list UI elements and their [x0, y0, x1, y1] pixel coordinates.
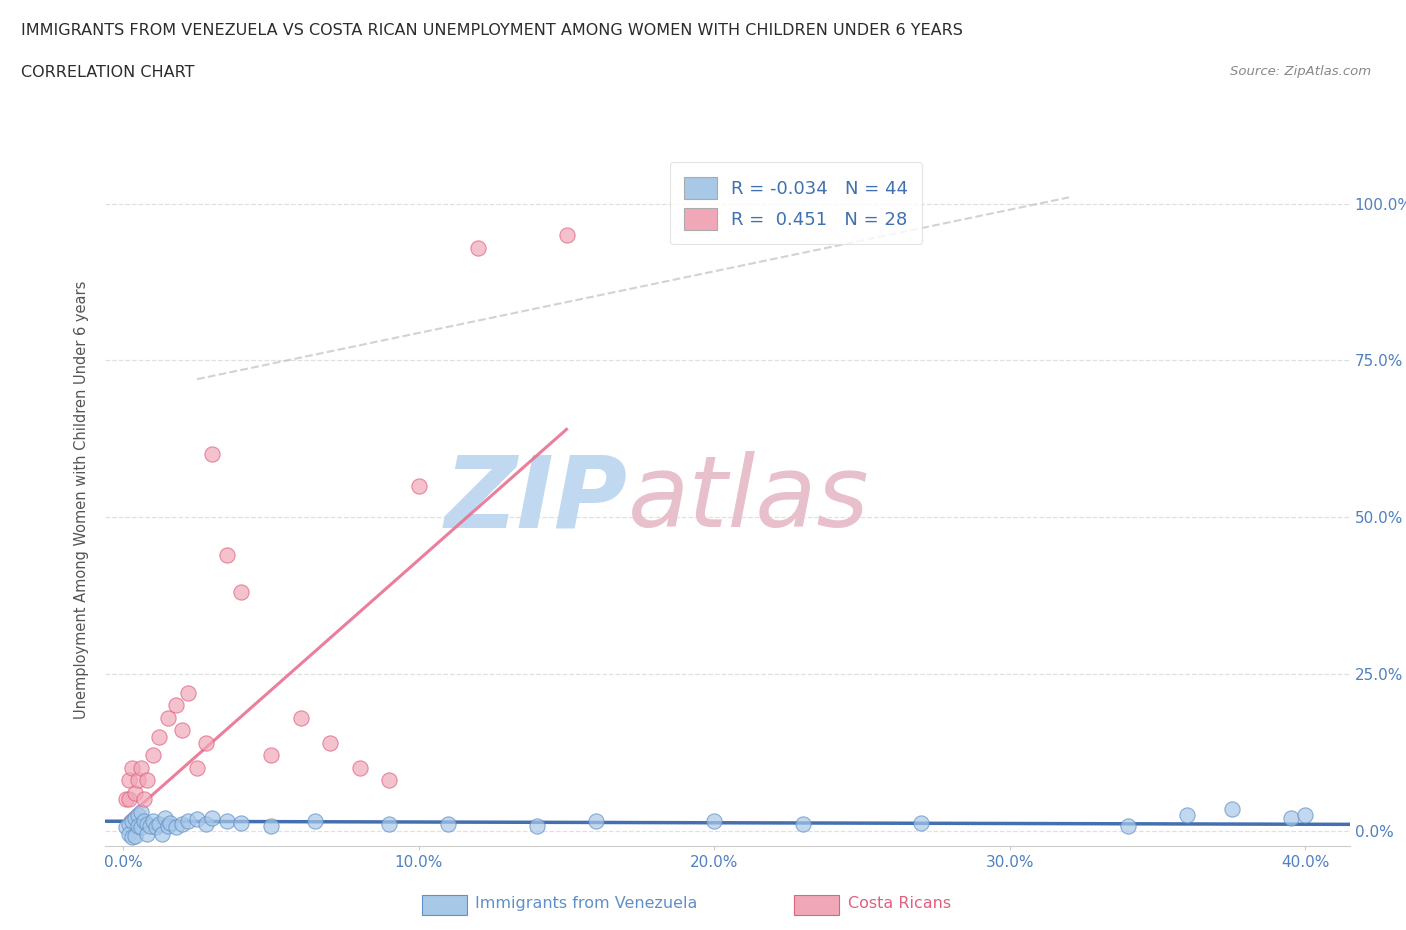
Point: [201, 811, 224, 826]
Point: [150, 827, 173, 842]
Point: [910, 816, 932, 830]
Point: [231, 816, 253, 830]
Text: Immigrants from Venezuela: Immigrants from Venezuela: [475, 897, 697, 911]
Point: [165, 820, 187, 835]
Point: [156, 818, 179, 833]
Point: [555, 228, 578, 243]
Text: Costa Ricans: Costa Ricans: [848, 897, 950, 911]
Point: [121, 761, 143, 776]
Point: [127, 818, 149, 833]
Point: [260, 818, 283, 833]
Point: [319, 736, 342, 751]
Point: [145, 820, 167, 835]
Point: [142, 814, 165, 829]
Point: [172, 817, 194, 831]
Point: [467, 240, 489, 255]
Point: [437, 817, 460, 831]
Point: [115, 791, 138, 806]
Point: [124, 811, 146, 826]
Point: [132, 814, 155, 829]
Point: [148, 729, 170, 744]
Point: [378, 773, 401, 788]
Point: [129, 804, 152, 819]
Point: [118, 791, 141, 806]
Point: [1294, 807, 1316, 822]
Text: CORRELATION CHART: CORRELATION CHART: [21, 65, 194, 80]
Y-axis label: Unemployment Among Women with Children Under 6 years: Unemployment Among Women with Children U…: [75, 281, 90, 719]
Point: [304, 814, 326, 829]
Point: [129, 820, 152, 835]
Point: [215, 547, 238, 562]
Point: [194, 817, 217, 831]
Point: [127, 807, 149, 822]
Point: [231, 585, 253, 600]
Point: [1175, 807, 1198, 822]
Point: [148, 817, 170, 831]
Point: [349, 761, 371, 776]
Text: ZIP: ZIP: [446, 451, 628, 549]
Point: [1279, 811, 1302, 826]
Point: [124, 829, 146, 844]
Point: [194, 736, 217, 751]
Point: [585, 814, 607, 829]
Point: [177, 814, 200, 829]
Point: [135, 817, 157, 831]
Point: [290, 711, 312, 725]
Point: [186, 761, 208, 776]
Point: [172, 723, 194, 737]
Point: [139, 818, 162, 833]
Point: [135, 773, 157, 788]
Point: [526, 818, 548, 833]
Point: [186, 812, 208, 827]
Point: [1116, 818, 1139, 833]
Point: [142, 748, 165, 763]
Point: [118, 827, 141, 842]
Point: [124, 786, 146, 801]
Point: [378, 817, 401, 831]
Point: [159, 816, 181, 830]
Point: [121, 830, 143, 844]
Point: [153, 811, 176, 826]
Point: [215, 814, 238, 829]
Point: [121, 814, 143, 829]
Point: [129, 761, 152, 776]
Point: [135, 827, 157, 842]
Text: IMMIGRANTS FROM VENEZUELA VS COSTA RICAN UNEMPLOYMENT AMONG WOMEN WITH CHILDREN : IMMIGRANTS FROM VENEZUELA VS COSTA RICAN…: [21, 23, 963, 38]
Point: [1220, 802, 1243, 817]
Point: [132, 791, 155, 806]
Text: atlas: atlas: [628, 451, 870, 549]
Point: [260, 748, 283, 763]
Point: [177, 685, 200, 700]
Point: [127, 773, 149, 788]
Point: [118, 773, 141, 788]
Point: [115, 820, 138, 835]
Point: [792, 817, 814, 831]
Text: Source: ZipAtlas.com: Source: ZipAtlas.com: [1230, 65, 1371, 78]
Point: [201, 447, 224, 462]
Point: [156, 711, 179, 725]
Point: [703, 814, 725, 829]
Point: [165, 698, 187, 712]
Legend: R = -0.034   N = 44, R =  0.451   N = 28: R = -0.034 N = 44, R = 0.451 N = 28: [669, 163, 922, 245]
Point: [118, 817, 141, 831]
Point: [408, 478, 430, 493]
